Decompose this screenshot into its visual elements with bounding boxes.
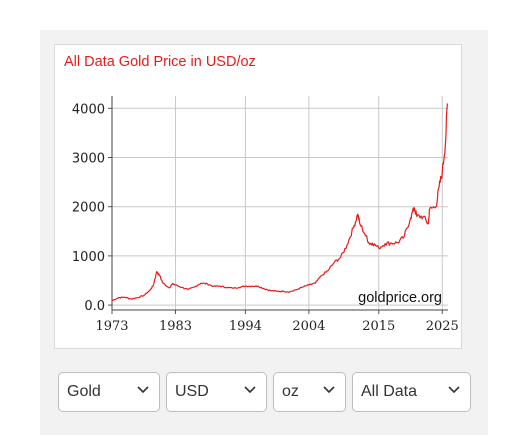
chevron-down-icon bbox=[448, 386, 460, 394]
x-tick-label: 1994 bbox=[229, 319, 262, 334]
y-tick-label: 1000 bbox=[72, 250, 105, 265]
currency-select-value: USD bbox=[175, 383, 209, 400]
x-tick-label: 2025 bbox=[426, 319, 459, 334]
range-select-value: All Data bbox=[361, 383, 418, 400]
y-tick-label: 4000 bbox=[72, 102, 105, 117]
y-tick-label: 0.0 bbox=[84, 299, 105, 314]
x-tick-label: 2015 bbox=[362, 319, 395, 334]
chart-container: All Data Gold Price in USD/oz 1973 1983 19… bbox=[54, 44, 462, 349]
x-tick-label: 1983 bbox=[159, 319, 192, 334]
chevron-down-icon bbox=[244, 386, 256, 394]
metal-select[interactable]: Gold bbox=[58, 372, 160, 412]
currency-select[interactable]: USD bbox=[166, 372, 267, 412]
y-tick-label: 3000 bbox=[72, 151, 105, 166]
metal-select-value: Gold bbox=[67, 383, 101, 400]
range-select[interactable]: All Data bbox=[352, 372, 471, 412]
y-tick-label: 2000 bbox=[72, 201, 105, 216]
unit-select[interactable]: oz bbox=[273, 372, 346, 412]
gold-price-chart: 1973 1983 1994 2004 2015 2025 0.0 1000 2000 3000 4… bbox=[72, 96, 459, 334]
gold-price-series-line bbox=[111, 103, 448, 302]
watermark-label: goldprice.org bbox=[358, 290, 442, 306]
chart-title: All Data Gold Price in USD/oz bbox=[64, 54, 256, 70]
chevron-down-icon bbox=[323, 386, 335, 394]
x-tick-label: 1973 bbox=[95, 319, 128, 334]
x-tick-label: 2004 bbox=[292, 319, 325, 334]
chevron-down-icon bbox=[137, 386, 149, 394]
unit-select-value: oz bbox=[282, 383, 299, 400]
